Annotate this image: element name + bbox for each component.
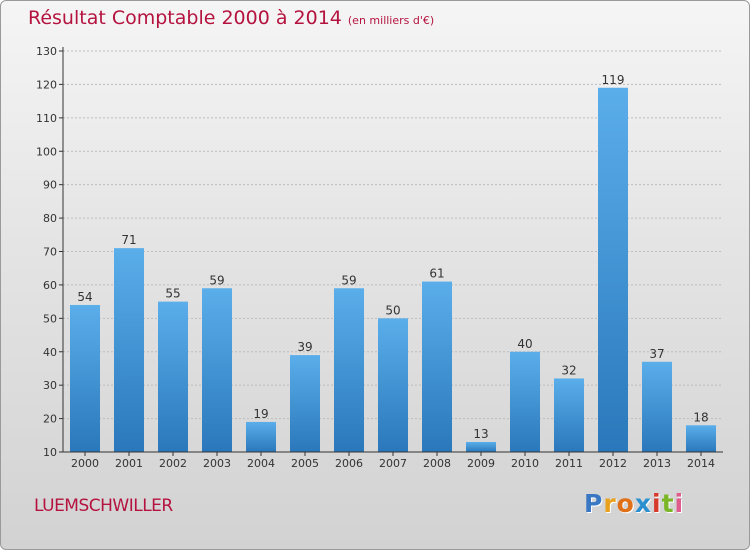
bar-value-label: 32 — [561, 363, 576, 377]
x-tick-label: 2002 — [159, 457, 187, 470]
bar — [686, 425, 716, 452]
x-tick-label: 2005 — [291, 457, 319, 470]
x-tick-label: 2012 — [599, 457, 627, 470]
y-tick-label: 110 — [36, 112, 57, 125]
x-tick-label: 2009 — [467, 457, 495, 470]
bar-value-label: 19 — [253, 407, 268, 421]
bar-value-label: 59 — [341, 273, 356, 287]
x-tick-label: 2013 — [643, 457, 671, 470]
y-tick-label: 90 — [43, 179, 57, 192]
y-tick-label: 120 — [36, 78, 57, 91]
x-tick-label: 2000 — [71, 457, 99, 470]
x-tick-label: 2008 — [423, 457, 451, 470]
x-tick-label: 2007 — [379, 457, 407, 470]
x-tick-label: 2001 — [115, 457, 143, 470]
bar-value-label: 13 — [473, 427, 488, 441]
x-tick-label: 2010 — [511, 457, 539, 470]
bar — [642, 361, 672, 452]
bar — [246, 421, 276, 452]
title-main: Résultat Comptable 2000 à 2014 — [28, 7, 342, 29]
logo-letter: i — [674, 489, 685, 518]
bar-value-label: 119 — [602, 73, 625, 87]
bar-value-label: 50 — [385, 303, 400, 317]
y-tick-label: 50 — [43, 312, 57, 325]
bar — [114, 248, 144, 452]
y-tick-label: 30 — [43, 379, 57, 392]
bar-value-label: 61 — [429, 267, 444, 281]
y-tick-label: 10 — [43, 446, 57, 459]
logo-letter: x — [634, 489, 652, 518]
bar — [554, 378, 584, 452]
y-tick-label: 100 — [36, 145, 57, 158]
logo-letter: P — [584, 489, 604, 518]
bar-value-label: 55 — [165, 287, 180, 301]
y-tick-label: 70 — [43, 246, 57, 259]
bar-value-label: 59 — [209, 273, 224, 287]
y-tick-label: 40 — [43, 346, 57, 359]
bars: 54 71 55 59 19 39 59 50 61 13 40 32 119 37 18 — [70, 73, 716, 452]
x-tick-label: 2011 — [555, 457, 583, 470]
bar-value-label: 37 — [649, 347, 664, 361]
logo-letter: r — [603, 489, 617, 518]
bar-value-label: 18 — [693, 410, 708, 424]
x-tick-label: 2014 — [687, 457, 715, 470]
bar-value-label: 71 — [121, 233, 136, 247]
y-tick-label: 20 — [43, 413, 57, 426]
x-tick-label: 2006 — [335, 457, 363, 470]
y-tick-label: 80 — [43, 212, 57, 225]
town-name: LUEMSCHWILLER — [34, 496, 173, 516]
y-tick-label: 60 — [43, 279, 57, 292]
logo-letter: i — [652, 489, 662, 518]
bar — [70, 304, 100, 452]
bar — [598, 87, 628, 452]
bar-value-label: 54 — [77, 290, 92, 304]
bar — [466, 441, 496, 452]
proxiti-logo: Proxiti — [584, 489, 684, 518]
bar — [158, 301, 188, 452]
axes: 10 20 30 40 50 60 70 80 90 100 110 120 130 2000 2001 20… — [36, 45, 723, 470]
bar — [510, 351, 540, 452]
bar — [334, 288, 364, 452]
x-tick-label: 2003 — [203, 457, 231, 470]
bar-value-label: 39 — [297, 340, 312, 354]
logo-letter: t — [661, 489, 675, 518]
bar — [378, 318, 408, 452]
chart-title: Résultat Comptable 2000 à 2014 (en millie… — [28, 7, 434, 29]
title-unit: (en milliers d'€) — [347, 14, 435, 27]
x-tick-label: 2004 — [247, 457, 275, 470]
logo-letter: o — [616, 489, 635, 518]
bar — [290, 355, 320, 452]
bar — [202, 288, 232, 452]
y-tick-label: 130 — [36, 45, 57, 58]
bar-value-label: 40 — [517, 337, 532, 351]
bar — [422, 281, 452, 452]
